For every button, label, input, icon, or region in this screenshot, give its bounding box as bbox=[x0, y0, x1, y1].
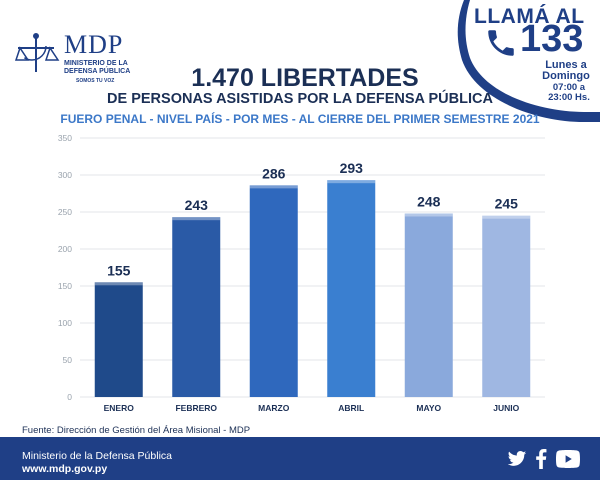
callout-number: 133 bbox=[520, 18, 584, 60]
facebook-icon[interactable] bbox=[534, 449, 548, 469]
bar-value-label: 245 bbox=[495, 196, 519, 212]
bar-junio bbox=[482, 215, 531, 397]
y-tick-label: 350 bbox=[58, 133, 72, 143]
bar-highlight bbox=[172, 217, 221, 221]
callout-hours: 07:00 a 23:00 Hs. bbox=[540, 83, 598, 103]
bar-marzo bbox=[249, 185, 298, 397]
x-tick-label: ENERO bbox=[104, 403, 135, 413]
bar-value-label: 293 bbox=[340, 160, 364, 176]
bar-value-label: 248 bbox=[417, 193, 441, 209]
bar-febrero bbox=[172, 217, 221, 397]
callout-days-line-1: Lunes a bbox=[545, 59, 587, 71]
callout-days: Lunes a Domingo bbox=[534, 60, 598, 82]
y-tick-label: 0 bbox=[67, 392, 72, 402]
scales-emblem-icon bbox=[14, 31, 60, 72]
chart-grid bbox=[80, 137, 545, 398]
x-axis-labels: ENERO FEBRERO MARZO ABRIL MAYO JUNIO bbox=[104, 403, 520, 413]
logo-org-line-1: MINISTERIO DE LA bbox=[64, 60, 128, 67]
bar-highlight bbox=[482, 215, 531, 219]
y-tick-label: 50 bbox=[63, 355, 73, 365]
callout-llama-text: LLAMÁ AL bbox=[474, 5, 585, 28]
x-tick-label: MARZO bbox=[258, 403, 290, 413]
page-title: 1.470 LIBERTADES bbox=[191, 64, 419, 92]
logo-org-line-2: DEFENSA PÚBLICA bbox=[64, 68, 131, 75]
logo-org-name: MINISTERIO DE LA DEFENSA PÚBLICA bbox=[64, 60, 144, 76]
x-tick-label: ABRIL bbox=[338, 403, 364, 413]
bar-abril bbox=[327, 180, 376, 397]
bar-mayo bbox=[404, 213, 453, 397]
y-tick-label: 100 bbox=[58, 318, 72, 328]
logo-tagline: SOMOS TU VOZ bbox=[76, 78, 115, 84]
source-note: Fuente: Dirección de Gestión del Área Mi… bbox=[22, 425, 251, 436]
twitter-icon[interactable] bbox=[506, 449, 528, 469]
bar-value-label: 155 bbox=[107, 262, 131, 278]
bar-highlight bbox=[404, 213, 453, 217]
bar-highlight bbox=[249, 185, 298, 189]
callout-hours-line-1: 07:00 a bbox=[552, 82, 586, 93]
callout-hours-line-2: 23:00 Hs. bbox=[548, 92, 590, 103]
phone-icon bbox=[488, 30, 514, 56]
x-tick-label: JUNIO bbox=[493, 403, 519, 413]
footer-url[interactable]: www.mdp.gov.py bbox=[22, 463, 108, 475]
logo-acronym: MDP bbox=[64, 30, 124, 59]
chart-bars: 155 243 286 293 248 245 bbox=[94, 160, 531, 397]
bar-highlight bbox=[327, 180, 376, 184]
bar-chart: 0 50 100 150 200 250 300 350 155 243 286 293 248 245… bbox=[58, 133, 545, 413]
y-tick-label: 300 bbox=[58, 170, 72, 180]
footer-org-name: Ministerio de la Defensa Pública bbox=[22, 450, 172, 462]
y-axis-ticks: 0 50 100 150 200 250 300 350 bbox=[58, 133, 72, 402]
x-tick-label: FEBRERO bbox=[175, 403, 217, 413]
y-tick-label: 250 bbox=[58, 207, 72, 217]
y-tick-label: 200 bbox=[58, 244, 72, 254]
bar-value-label: 243 bbox=[185, 197, 209, 213]
y-tick-label: 150 bbox=[58, 281, 72, 291]
bar-value-label: 286 bbox=[262, 165, 286, 181]
x-tick-label: MAYO bbox=[416, 403, 441, 413]
chart-subtitle: FUERO PENAL - NIVEL PAÍS - POR MES - AL … bbox=[60, 112, 540, 126]
bar-enero bbox=[94, 282, 143, 397]
footer: Ministerio de la Defensa Pública www.mdp… bbox=[0, 437, 600, 480]
page-title-sub: DE PERSONAS ASISTIDAS POR LA DEFENSA PÚB… bbox=[107, 91, 493, 107]
bar-highlight bbox=[94, 282, 143, 286]
logo: MDP MINISTERIO DE LA DEFENSA PÚBLICA SOM… bbox=[14, 26, 144, 86]
youtube-icon[interactable] bbox=[556, 449, 580, 469]
callout-days-line-2: Domingo bbox=[542, 70, 590, 82]
